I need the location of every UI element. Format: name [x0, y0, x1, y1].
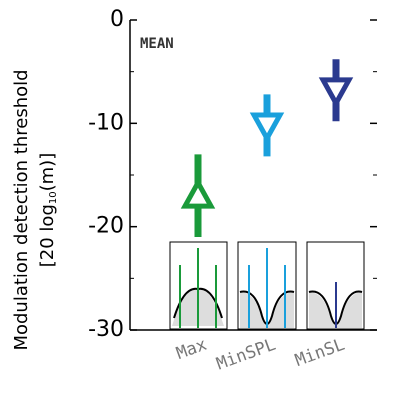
unit-subscript: 10 — [48, 191, 59, 204]
unit-suffix: (m)] — [37, 153, 58, 192]
inset-box — [306, 241, 365, 330]
marker — [249, 112, 285, 144]
x-tick-label: MinSL — [292, 335, 347, 371]
y-tick-label: 0 — [110, 7, 124, 32]
inset-fill — [309, 292, 362, 328]
annotation: MEAN — [140, 36, 174, 52]
marker — [180, 177, 216, 209]
marker — [318, 77, 354, 109]
inset-box — [169, 241, 228, 330]
y-axis-label-unit: [20 log10(m)] — [37, 153, 59, 267]
y-tick-label: -30 — [88, 317, 124, 342]
inset-fill — [240, 292, 294, 328]
y-tick-label: -10 — [88, 110, 124, 135]
y-tick-label: -20 — [88, 214, 124, 239]
y-axis-label: Modulation detection threshold — [11, 69, 32, 350]
insets — [169, 241, 365, 330]
x-tick-label: MinSPL — [214, 335, 279, 375]
inset-box — [237, 241, 297, 330]
unit-prefix: [20 log — [37, 204, 58, 267]
x-tick-label: Max — [174, 335, 210, 364]
